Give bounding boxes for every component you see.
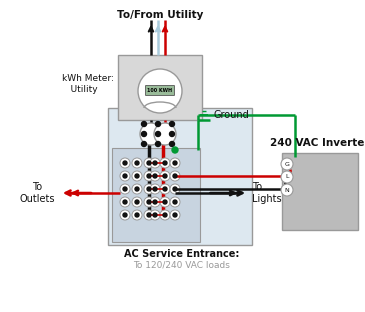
- Circle shape: [147, 200, 151, 204]
- Circle shape: [155, 142, 161, 147]
- FancyBboxPatch shape: [118, 55, 202, 120]
- Circle shape: [132, 171, 142, 181]
- Circle shape: [153, 174, 157, 178]
- Circle shape: [135, 187, 139, 191]
- Circle shape: [123, 174, 127, 178]
- Circle shape: [147, 174, 151, 178]
- Circle shape: [155, 121, 161, 126]
- Circle shape: [163, 174, 167, 178]
- Circle shape: [160, 171, 170, 181]
- Circle shape: [142, 121, 146, 126]
- Circle shape: [173, 213, 177, 217]
- Circle shape: [170, 184, 180, 194]
- Circle shape: [160, 184, 170, 194]
- Circle shape: [281, 171, 293, 183]
- Text: To
Outlets: To Outlets: [19, 182, 55, 204]
- Circle shape: [144, 184, 154, 194]
- Circle shape: [123, 200, 127, 204]
- Circle shape: [144, 158, 154, 168]
- Circle shape: [132, 184, 142, 194]
- Circle shape: [170, 171, 180, 181]
- Text: To 120/240 VAC loads: To 120/240 VAC loads: [134, 261, 230, 270]
- Circle shape: [120, 197, 130, 207]
- Text: AC Service Entrance:: AC Service Entrance:: [124, 249, 240, 259]
- Circle shape: [160, 197, 170, 207]
- Bar: [112, 148, 200, 242]
- Circle shape: [150, 197, 160, 207]
- Circle shape: [123, 213, 127, 217]
- Text: To/From Utility: To/From Utility: [117, 10, 203, 20]
- Circle shape: [281, 158, 293, 170]
- Text: N: N: [285, 188, 289, 193]
- Circle shape: [142, 131, 146, 137]
- Circle shape: [150, 158, 160, 168]
- Circle shape: [147, 187, 151, 191]
- Circle shape: [138, 69, 182, 113]
- Circle shape: [163, 187, 167, 191]
- Circle shape: [169, 131, 174, 137]
- Text: Ground: Ground: [214, 110, 250, 120]
- Circle shape: [153, 187, 157, 191]
- Circle shape: [120, 184, 130, 194]
- Circle shape: [153, 213, 157, 217]
- Text: 240 VAC Inverter: 240 VAC Inverter: [270, 138, 365, 148]
- Circle shape: [144, 210, 154, 220]
- Circle shape: [155, 131, 161, 137]
- Circle shape: [154, 123, 176, 145]
- Circle shape: [173, 161, 177, 165]
- Circle shape: [142, 142, 146, 147]
- Circle shape: [160, 158, 170, 168]
- FancyBboxPatch shape: [282, 153, 358, 230]
- Circle shape: [153, 161, 157, 165]
- Circle shape: [169, 121, 174, 126]
- Circle shape: [163, 161, 167, 165]
- Circle shape: [173, 174, 177, 178]
- Circle shape: [170, 158, 180, 168]
- Circle shape: [123, 161, 127, 165]
- Circle shape: [163, 200, 167, 204]
- Circle shape: [163, 213, 167, 217]
- Text: To
Lights: To Lights: [252, 182, 282, 204]
- Circle shape: [120, 158, 130, 168]
- Circle shape: [147, 213, 151, 217]
- Circle shape: [173, 200, 177, 204]
- Circle shape: [173, 187, 177, 191]
- Circle shape: [135, 200, 139, 204]
- Circle shape: [135, 174, 139, 178]
- Text: kWh Meter:
   Utility: kWh Meter: Utility: [62, 74, 114, 94]
- Circle shape: [150, 184, 160, 194]
- FancyBboxPatch shape: [108, 108, 252, 245]
- Circle shape: [120, 171, 130, 181]
- Circle shape: [153, 200, 157, 204]
- Text: 100 KWH: 100 KWH: [147, 89, 173, 94]
- Circle shape: [132, 197, 142, 207]
- Circle shape: [123, 187, 127, 191]
- Circle shape: [170, 197, 180, 207]
- Circle shape: [172, 147, 178, 153]
- Circle shape: [140, 123, 162, 145]
- Circle shape: [144, 197, 154, 207]
- Circle shape: [120, 210, 130, 220]
- Circle shape: [160, 210, 170, 220]
- Circle shape: [135, 213, 139, 217]
- Circle shape: [150, 171, 160, 181]
- Circle shape: [144, 171, 154, 181]
- Circle shape: [135, 161, 139, 165]
- Circle shape: [147, 161, 151, 165]
- Circle shape: [281, 184, 293, 196]
- Circle shape: [132, 158, 142, 168]
- Circle shape: [132, 210, 142, 220]
- FancyBboxPatch shape: [146, 85, 174, 95]
- Text: G: G: [285, 162, 289, 167]
- Circle shape: [169, 142, 174, 147]
- Circle shape: [150, 210, 160, 220]
- Circle shape: [170, 210, 180, 220]
- Text: L: L: [285, 174, 289, 179]
